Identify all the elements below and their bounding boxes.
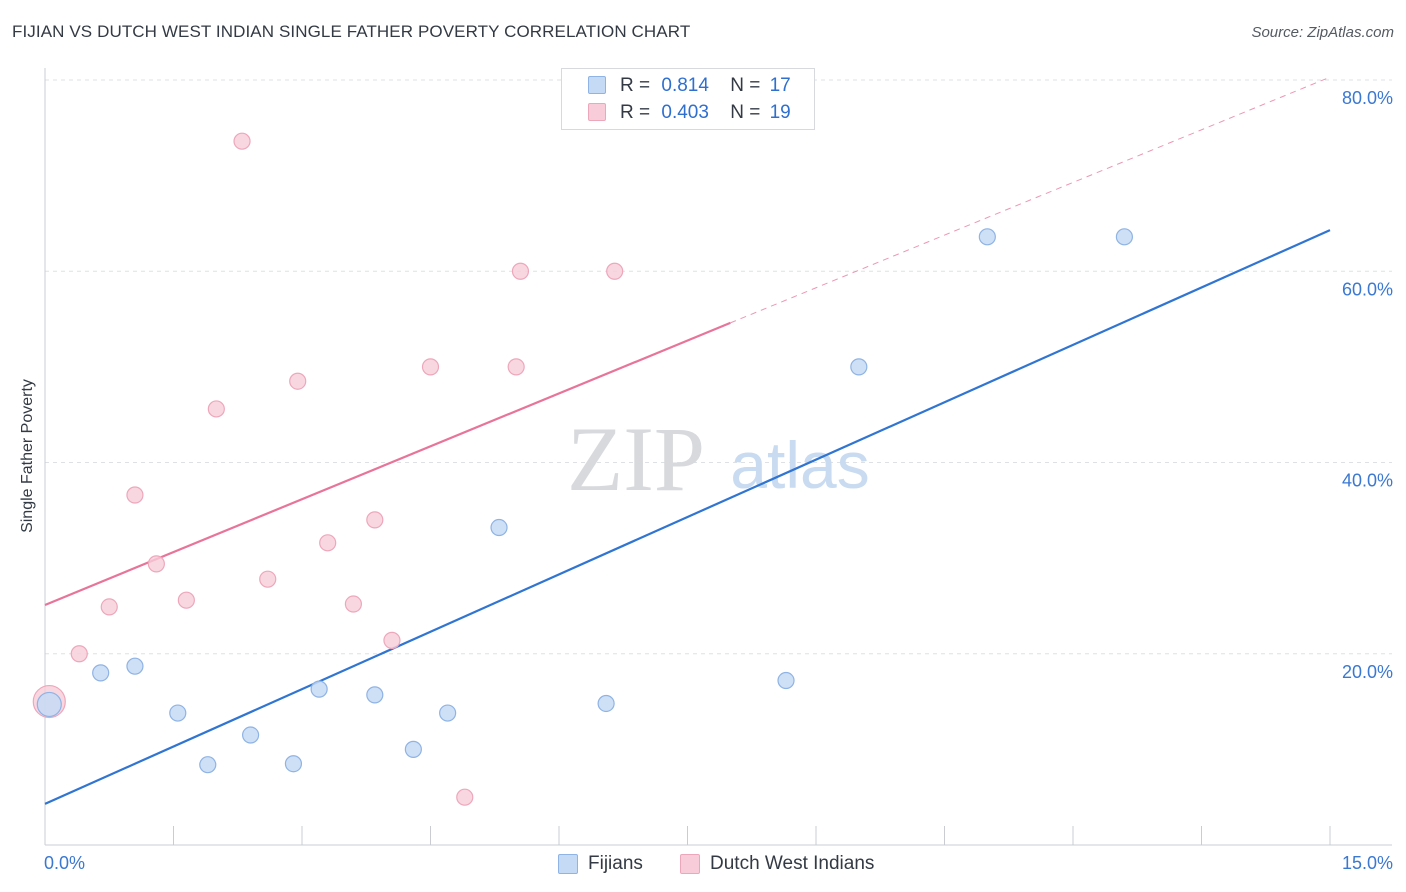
y-tick-label: 40.0% (1342, 471, 1393, 491)
legend-r-label: R = (620, 75, 651, 96)
legend-swatch-pink (680, 854, 700, 874)
point-fijians (126, 657, 144, 675)
legend-r-value: 0.814 (661, 75, 709, 96)
point-fijians (404, 740, 422, 758)
point-fijians (597, 694, 615, 713)
legend-swatch-pink (588, 103, 606, 121)
point-dutch-west-indians (507, 358, 525, 376)
y-axis-label: Single Father Poverty (19, 379, 36, 533)
point-dutch-west-indians (606, 262, 624, 280)
legend-n-label: N = (730, 102, 761, 123)
point-fijians (242, 726, 260, 744)
chart-title: FIJIAN VS DUTCH WEST INDIAN SINGLE FATHE… (12, 22, 691, 41)
point-fijians (199, 756, 217, 774)
watermark-atlas: atlas (730, 428, 869, 502)
source-label: Source: ZipAtlas.com (1251, 24, 1394, 41)
x-tick-label: 15.0% (1342, 853, 1393, 873)
point-dutch-west-indians (100, 598, 118, 616)
point-dutch-west-indians (289, 372, 307, 390)
axes (44, 68, 1392, 846)
point-fijians (850, 358, 868, 376)
point-dutch-west-indians (366, 511, 384, 529)
legend-r-label: R = (620, 102, 651, 123)
point-fijians (490, 518, 508, 537)
point-fijians (978, 228, 996, 246)
legend-n-value: 17 (769, 75, 791, 96)
point-fijians (310, 680, 328, 698)
legend-n-value: 19 (769, 102, 791, 123)
y-tick-label: 20.0% (1342, 662, 1393, 682)
tick-labels: 20.0% 40.0% 60.0% 80.0% 0.0% 15.0% (44, 88, 1393, 873)
point-fijians (36, 691, 62, 718)
point-dutch-west-indians (147, 555, 165, 573)
legend-swatch-blue (588, 76, 606, 94)
point-fijians (92, 664, 110, 682)
correlation-legend: R = 0.814 N = 17 R = 0.403 N = 19 (561, 68, 815, 130)
trend-line-fijians (44, 229, 1331, 805)
grid-lines (45, 79, 1392, 655)
point-dutch-west-indians (70, 645, 88, 663)
point-dutch-west-indians (319, 534, 337, 552)
y-tick-label: 60.0% (1342, 279, 1393, 299)
point-dutch-west-indians (177, 591, 195, 609)
legend-swatch-blue (558, 854, 578, 874)
trend-line-dutch-west-indians-extension (730, 76, 1331, 324)
point-fijians (366, 686, 384, 704)
point-fijians (169, 704, 187, 722)
point-dutch-west-indians (421, 358, 440, 376)
watermark-zip: ZIP (567, 408, 705, 510)
legend-label-dutch-west-indians: Dutch West Indians (710, 853, 875, 874)
legend-n-label: N = (730, 75, 761, 96)
data-points (32, 132, 1134, 806)
point-fijians (439, 704, 457, 722)
point-dutch-west-indians (126, 486, 144, 504)
point-dutch-west-indians (233, 132, 251, 150)
x-tick-label: 0.0% (44, 853, 85, 873)
point-fijians (1115, 228, 1134, 246)
point-dutch-west-indians (344, 595, 362, 613)
legend-label-fijians: Fijians (588, 853, 643, 874)
point-dutch-west-indians (511, 262, 530, 280)
point-dutch-west-indians (456, 788, 474, 806)
point-dutch-west-indians (207, 400, 225, 418)
watermark: ZIP atlas (567, 408, 870, 510)
point-dutch-west-indians (383, 631, 401, 649)
point-dutch-west-indians (259, 570, 277, 588)
point-fijians (284, 755, 303, 773)
y-tick-label: 80.0% (1342, 88, 1393, 108)
point-fijians (777, 671, 795, 690)
legend-r-value: 0.403 (661, 102, 709, 123)
